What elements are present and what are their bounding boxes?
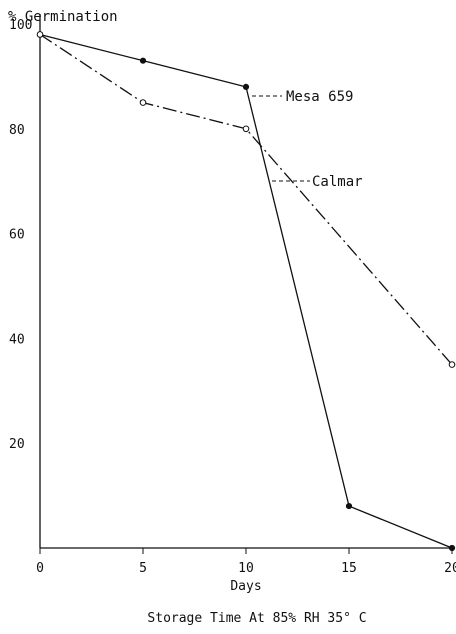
series-label-calmar: Calmar <box>312 174 363 190</box>
x-tick-label: 0 <box>36 561 44 576</box>
x-tick-label: 15 <box>341 561 357 576</box>
y-tick-label: 20 <box>9 437 25 452</box>
data-point <box>36 31 44 38</box>
series-layer <box>36 31 456 552</box>
series-line-mesa-659 <box>39 33 453 549</box>
y-tick-label: 100 <box>9 18 32 33</box>
y-tick-label: 80 <box>9 123 25 138</box>
data-point <box>139 57 147 64</box>
y-tick-label: 60 <box>9 228 25 243</box>
x-tick-label: 5 <box>139 561 147 576</box>
axes <box>39 14 452 549</box>
x-axis-title: Days <box>230 579 261 594</box>
series-label-mesa-659: Mesa 659 <box>286 89 353 105</box>
x-tick-label: 20 <box>444 561 456 576</box>
data-point <box>242 83 250 90</box>
data-point <box>448 544 456 552</box>
x-tick-label: 10 <box>238 561 254 576</box>
data-point <box>242 125 250 133</box>
data-point <box>139 99 147 106</box>
chart-caption: Storage Time At 85% RH 35° C <box>147 611 366 626</box>
y-axis-title: % Germination <box>8 9 118 25</box>
series-line-calmar <box>39 33 453 366</box>
data-point <box>345 502 353 510</box>
y-tick-label: 40 <box>9 332 25 347</box>
data-point <box>448 361 456 368</box>
tick-labels: 0 5 10 15 20 20 40 60 80 100 <box>9 18 456 576</box>
